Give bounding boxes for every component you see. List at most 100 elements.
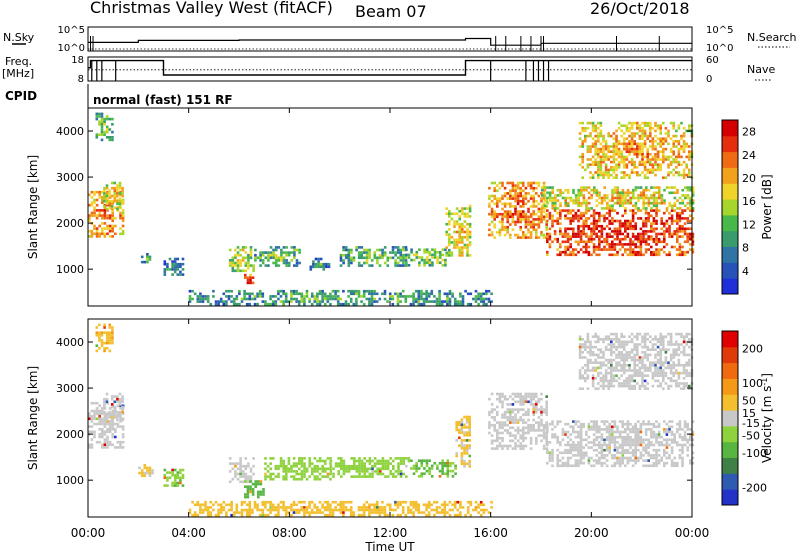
echo-cell bbox=[541, 186, 544, 189]
nsearch-tick-top: 10^5 bbox=[706, 25, 733, 36]
echo-cell bbox=[468, 423, 471, 427]
echo-cell bbox=[514, 199, 517, 203]
echo-cell bbox=[643, 134, 647, 138]
echo-cell bbox=[677, 155, 681, 159]
echo-cell bbox=[277, 289, 280, 293]
echo-cell bbox=[386, 259, 390, 262]
echo-cell bbox=[665, 422, 669, 426]
echo-cell bbox=[590, 194, 593, 197]
echo-cell bbox=[617, 150, 621, 153]
echo-cell bbox=[121, 192, 124, 195]
colorbar-swatch bbox=[722, 135, 738, 153]
echo-cell bbox=[607, 168, 610, 172]
echo-cell bbox=[496, 202, 499, 206]
colorbar-swatch bbox=[722, 230, 738, 247]
power-y-axis-label: Slant Range [km] bbox=[26, 155, 40, 259]
echo-cell bbox=[527, 184, 530, 187]
echo-cell bbox=[540, 220, 543, 224]
echo-cell bbox=[672, 173, 675, 177]
echo-cell bbox=[244, 276, 247, 279]
echo-cell bbox=[463, 439, 466, 442]
echo-cell bbox=[388, 508, 392, 512]
echo-cell bbox=[683, 438, 687, 442]
echo-cell bbox=[240, 500, 244, 504]
echo-cell bbox=[514, 189, 517, 193]
echo-cell bbox=[90, 420, 94, 423]
echo-cell bbox=[181, 262, 185, 266]
echo-cell bbox=[496, 444, 499, 448]
echo-cell bbox=[613, 253, 617, 257]
echo-cell bbox=[617, 140, 621, 143]
echo-cell bbox=[244, 269, 248, 273]
echo-cell bbox=[249, 467, 253, 471]
echo-cell bbox=[93, 414, 96, 418]
echo-cell bbox=[459, 300, 462, 303]
echo-cell bbox=[584, 348, 587, 351]
echo-cell bbox=[446, 475, 450, 478]
echo-cell bbox=[295, 511, 298, 514]
echo-cell bbox=[649, 127, 652, 130]
echo-cell bbox=[231, 259, 235, 262]
echo-cell bbox=[368, 253, 371, 257]
echo-cell bbox=[234, 472, 237, 476]
echo-cell bbox=[621, 214, 624, 218]
echo-cell bbox=[111, 328, 114, 332]
echo-cell bbox=[90, 414, 94, 418]
echo-cell bbox=[321, 297, 324, 301]
echo-cell bbox=[274, 475, 278, 478]
echo-cell bbox=[173, 257, 177, 261]
echo-cell bbox=[329, 295, 332, 298]
nave-label: Nave bbox=[747, 63, 775, 76]
echo-cell bbox=[598, 219, 601, 223]
echo-cell bbox=[625, 150, 629, 153]
echo-cell bbox=[98, 412, 101, 415]
echo-cell bbox=[404, 500, 408, 504]
echo-cell bbox=[688, 155, 691, 159]
echo-cell bbox=[238, 292, 241, 296]
echo-cell bbox=[445, 233, 448, 236]
echo-cell bbox=[95, 136, 99, 139]
echo-cell bbox=[95, 326, 99, 329]
echo-cell bbox=[680, 134, 683, 138]
echo-cell bbox=[590, 232, 593, 236]
echo-cell bbox=[279, 459, 283, 463]
echo-cell bbox=[461, 254, 464, 257]
echo-cell bbox=[376, 261, 379, 265]
echo-cell bbox=[519, 436, 522, 440]
echo-cell bbox=[634, 188, 638, 192]
echo-cell bbox=[522, 426, 525, 430]
echo-cell bbox=[532, 392, 535, 396]
echo-cell bbox=[516, 429, 520, 432]
echo-cell bbox=[566, 459, 570, 462]
echo-cell bbox=[514, 436, 517, 440]
echo-cell bbox=[603, 194, 606, 197]
echo-cell bbox=[624, 435, 627, 439]
echo-cell bbox=[331, 511, 335, 514]
echo-cell bbox=[479, 513, 483, 517]
echo-cell bbox=[619, 194, 622, 197]
echo-cell bbox=[222, 302, 226, 306]
echo-cell bbox=[659, 129, 662, 133]
echo-cell bbox=[397, 464, 400, 468]
echo-cell bbox=[617, 163, 621, 166]
echo-cell bbox=[663, 250, 666, 254]
echo-cell bbox=[592, 443, 596, 447]
echo-cell bbox=[522, 413, 525, 417]
echo-cell bbox=[438, 289, 441, 293]
echo-cell bbox=[608, 448, 611, 452]
echo-cell bbox=[594, 158, 597, 161]
echo-cell bbox=[649, 158, 652, 161]
echo-cell bbox=[368, 508, 371, 512]
echo-cell bbox=[111, 334, 114, 337]
echo-cell bbox=[365, 259, 369, 262]
echo-cell bbox=[514, 418, 517, 422]
echo-cell bbox=[443, 462, 447, 465]
echo-cell bbox=[466, 230, 469, 234]
echo-cell bbox=[597, 374, 600, 377]
echo-cell bbox=[284, 292, 288, 296]
echo-cell bbox=[95, 349, 99, 353]
echo-cell bbox=[438, 300, 441, 303]
echo-cell bbox=[444, 261, 447, 264]
echo-cell bbox=[577, 420, 580, 423]
echo-cell bbox=[461, 235, 464, 239]
